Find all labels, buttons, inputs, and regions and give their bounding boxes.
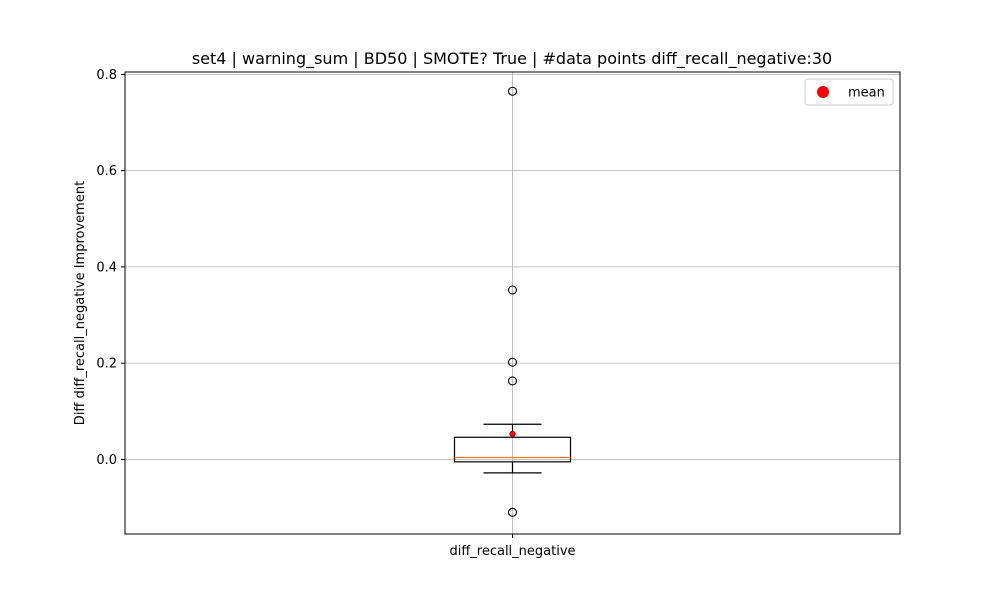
y-axis-label: Diff diff_recall_negative Improvement [73, 181, 88, 425]
y-tick-label: 0.2 [96, 357, 117, 372]
iqr-box [453, 436, 572, 463]
legend: mean [804, 78, 894, 106]
y-tick-label: 0.4 [96, 260, 117, 275]
y-tick-label: 0.6 [96, 164, 117, 179]
outlier-point [507, 86, 518, 96]
x-tick-label: diff_recall_negative [449, 544, 575, 559]
legend-mean-marker [817, 86, 829, 98]
plot-area-frame [124, 71, 901, 535]
legend-mean-label: mean [848, 86, 885, 101]
outlier-point [507, 357, 518, 367]
legend-frame [804, 78, 894, 106]
mean-marker [509, 430, 516, 438]
y-tick-label: 0.8 [96, 68, 117, 83]
outlier-point [507, 507, 518, 517]
outlier-point [507, 376, 518, 386]
y-tick-label: 0.0 [96, 453, 117, 468]
chart-title: set4 | warning_sum | BD50 | SMOTE? True … [192, 49, 832, 69]
outlier-point [507, 285, 518, 295]
